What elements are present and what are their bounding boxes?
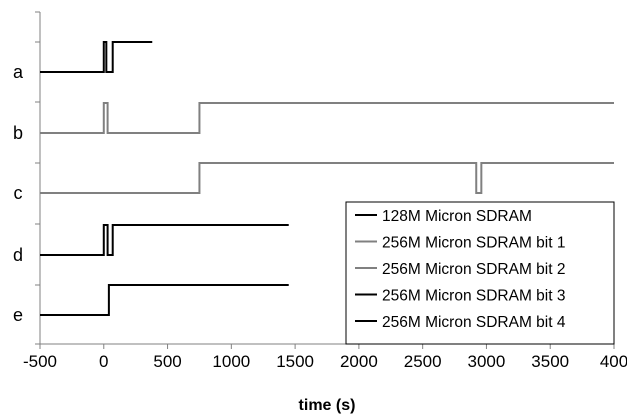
legend-label: 128M Micron SDRAM [382,208,532,225]
series-line-d [40,224,289,256]
x-tick-label: 500 [153,352,181,371]
x-tick-label: 2000 [340,352,378,371]
series-layer [40,41,614,316]
x-axis-label: time (s) [299,397,356,414]
category-label: d [13,245,23,265]
legend-label: 256M Micron SDRAM bit 2 [382,261,565,278]
x-tick-label: 1500 [276,352,314,371]
category-label: a [13,62,24,82]
x-tick-label: 0 [99,352,108,371]
legend-label: 256M Micron SDRAM bit 1 [382,235,565,252]
series-line-a [40,41,153,73]
x-tick-label: 2500 [404,352,442,371]
legend-label: 256M Micron SDRAM bit 4 [382,314,566,331]
legend-box [345,201,615,345]
series-line-c [40,162,614,194]
legend-label: 256M Micron SDRAM bit 3 [382,288,565,305]
x-tick-label: 3000 [468,352,506,371]
x-tick-label: 3500 [531,352,569,371]
category-label: e [13,305,23,325]
x-tick-label: 1000 [212,352,250,371]
x-tick-label: 400 [600,352,627,371]
category-label: c [14,183,23,203]
x-tick-labels: -500 0 500 1000 1500 2000 2500 3000 3500 400 [23,352,627,371]
category-label: b [13,123,23,143]
category-labels: a b c d e [13,62,24,325]
legend: 128M Micron SDRAM 256M Micron SDRAM bit 1… [345,201,615,345]
series-line-b [40,102,614,134]
x-tick-label: -500 [23,352,57,371]
series-line-e [40,284,289,316]
